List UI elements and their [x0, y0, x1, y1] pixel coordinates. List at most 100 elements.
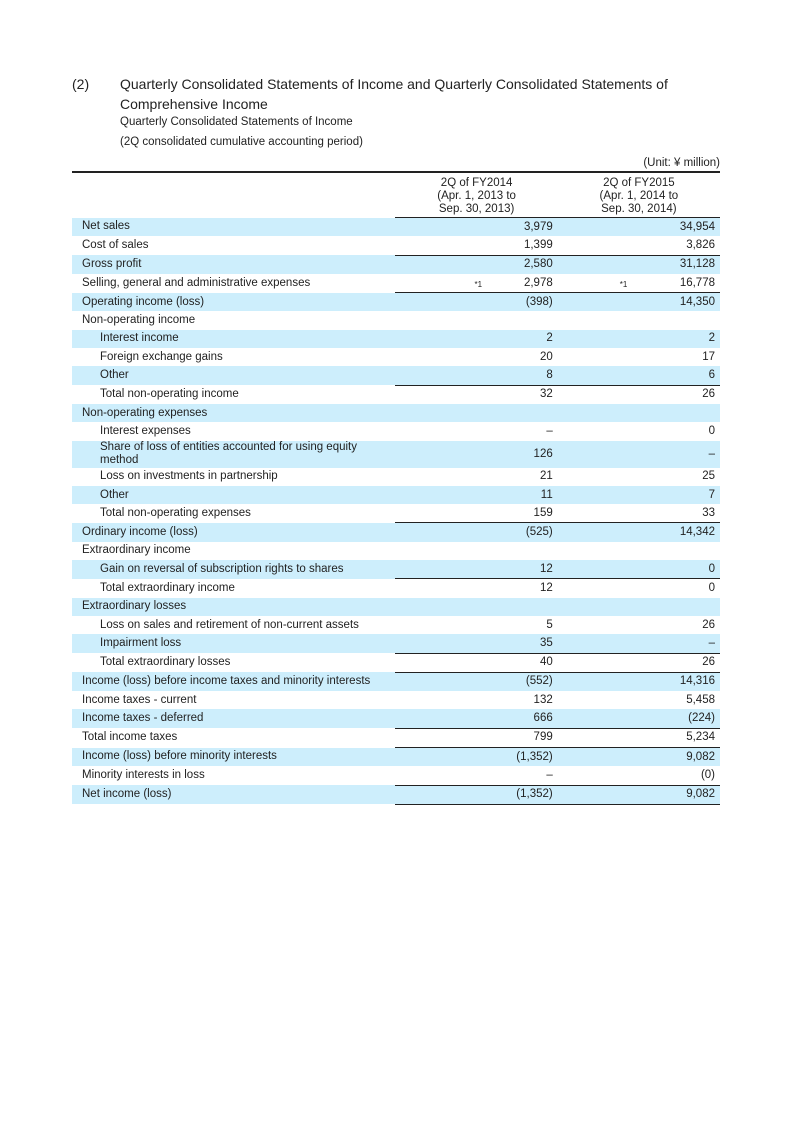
value-fy2014: –: [546, 768, 553, 781]
value-fy2015: (0): [700, 768, 715, 781]
value-fy2015: 26: [702, 618, 715, 631]
period-label: (2Q consolidated cumulative accounting p…: [120, 136, 363, 148]
table-row: Loss on sales and retirement of non-curr…: [72, 616, 720, 634]
table-row: Income taxes - current 132 5,458: [72, 691, 720, 709]
value-fy2014: 12: [395, 578, 558, 598]
table-row: Non-operating income: [72, 311, 720, 329]
table-row: Selling, general and administrative expe…: [72, 274, 720, 293]
table-row: Share of loss of entities accounted for …: [72, 440, 720, 468]
value-fy2015: 3,826: [686, 238, 715, 251]
value-fy2014: 1,399: [523, 238, 553, 251]
income-statement-table: 2Q of FY2014 (Apr. 1, 2013 to Sep. 30, 2…: [72, 171, 720, 805]
row-label: Other: [72, 485, 396, 505]
value-fy2015: 0: [708, 424, 715, 437]
value-fy2014: 132: [533, 693, 553, 706]
row-label: Loss on sales and retirement of non-curr…: [100, 618, 359, 631]
table-row: Other 11 7: [72, 485, 720, 505]
row-label: Gain on reversal of subscription rights …: [72, 560, 396, 579]
value-fy2015: 31,128: [557, 254, 720, 274]
value-fy2014: [395, 403, 558, 423]
value-fy2015: [557, 403, 720, 423]
table-row: Foreign exchange gains 20 17: [72, 348, 720, 366]
row-label: Extraordinary income: [82, 544, 191, 557]
table-row: Extraordinary income: [72, 542, 720, 560]
value-fy2014: [395, 311, 557, 329]
table-row: Net income (loss) (1,352) 9,082: [72, 784, 720, 805]
column-header-fy2014: 2Q of FY2014 (Apr. 1, 2013 to Sep. 30, 2…: [395, 172, 558, 218]
value-fy2015: 17: [702, 350, 715, 363]
value-fy2015: (224): [557, 709, 720, 729]
value-fy2014: 3,979: [395, 217, 558, 237]
value-fy2015: [558, 311, 720, 329]
value-fy2015: 9,082: [557, 747, 720, 767]
value-fy2014: (1,352): [395, 747, 558, 767]
value-fy2014: (552): [395, 671, 558, 692]
value-fy2014: 21: [539, 470, 553, 483]
value-fy2014: 35: [395, 634, 558, 654]
value-fy2014: 20: [539, 350, 553, 363]
table-row: Total non-operating expenses 159 33: [72, 504, 720, 523]
value-fy2014: 11: [395, 485, 558, 505]
value-fy2014: –: [546, 424, 553, 437]
row-label: Total extraordinary income: [100, 581, 235, 594]
value-fy2015: [558, 542, 720, 560]
table-row: Total extraordinary income 12 0: [72, 578, 720, 598]
row-label: Share of loss of entities accounted for …: [72, 440, 396, 468]
value-fy2015: 25: [702, 470, 715, 483]
value-fy2014: *1 2,978: [474, 276, 553, 289]
value-fy2014: 40: [395, 652, 558, 673]
value-fy2015: 33: [702, 506, 715, 519]
column-header-fy2015: 2Q of FY2015 (Apr. 1, 2014 to Sep. 30, 2…: [557, 172, 720, 218]
row-label: Income taxes - current: [82, 693, 197, 706]
value-fy2015: 34,954: [557, 217, 720, 237]
value-fy2015: 6: [557, 366, 720, 386]
statement-subtitle: Quarterly Consolidated Statements of Inc…: [120, 116, 353, 128]
value-fy2015: 5,234: [557, 727, 720, 748]
table-row: Total extraordinary losses 40 26: [72, 652, 720, 673]
table-row: Operating income (loss) (398) 14,350: [72, 292, 720, 312]
table-row: Gross profit 2,580 31,128: [72, 254, 720, 274]
value-fy2015: 5,458: [686, 693, 715, 706]
value-fy2014: 2: [395, 329, 558, 349]
value-fy2014: (525): [395, 522, 558, 542]
section-title: Quarterly Consolidated Statements of Inc…: [120, 76, 668, 112]
value-fy2014: 8: [395, 366, 558, 386]
row-label: Income (loss) before income taxes and mi…: [72, 672, 396, 692]
row-label: Gross profit: [72, 255, 396, 274]
table-row: Interest expenses – 0: [72, 422, 720, 440]
table-row: Other 8 6: [72, 366, 720, 386]
value-fy2014: (1,352): [395, 784, 558, 805]
value-fy2014: 2,580: [395, 254, 558, 274]
table-row: Ordinary income (loss) (525) 14,342: [72, 522, 720, 542]
unit-label: (Unit: ¥ million): [643, 157, 720, 169]
row-label: Non-operating expenses: [72, 403, 396, 423]
row-label: Total non-operating expenses: [100, 507, 251, 520]
value-fy2014: 799: [395, 727, 558, 748]
row-label: Income (loss) before minority interests: [72, 747, 396, 767]
row-label: Total extraordinary losses: [100, 656, 231, 669]
table-row: Net sales 3,979 34,954: [72, 217, 720, 237]
value-fy2014: 126: [395, 440, 558, 468]
table-row: Non-operating expenses: [72, 403, 720, 423]
value-fy2015: 0: [557, 578, 720, 598]
value-fy2015: 14,350: [557, 292, 720, 312]
value-fy2014: (398): [395, 292, 558, 312]
row-label: Other: [72, 366, 396, 386]
value-fy2014: [395, 597, 558, 616]
row-label: Foreign exchange gains: [100, 350, 223, 363]
value-fy2015: 26: [557, 384, 720, 404]
value-fy2014: [395, 542, 557, 560]
row-label: Net sales: [72, 217, 396, 237]
value-fy2015: [557, 597, 720, 616]
row-label: Cost of sales: [82, 239, 149, 252]
table-row: Interest income 2 2: [72, 329, 720, 349]
value-fy2014: 666: [395, 709, 558, 729]
row-label: Total non-operating income: [100, 388, 239, 401]
value-fy2015: 9,082: [557, 784, 720, 805]
value-fy2015: –: [557, 440, 720, 468]
value-fy2015: 0: [557, 560, 720, 579]
table-row: Impairment loss 35–: [72, 634, 720, 654]
table-row: Income taxes - deferred 666 (224): [72, 709, 720, 729]
table-row: Total non-operating income 32 26: [72, 384, 720, 404]
